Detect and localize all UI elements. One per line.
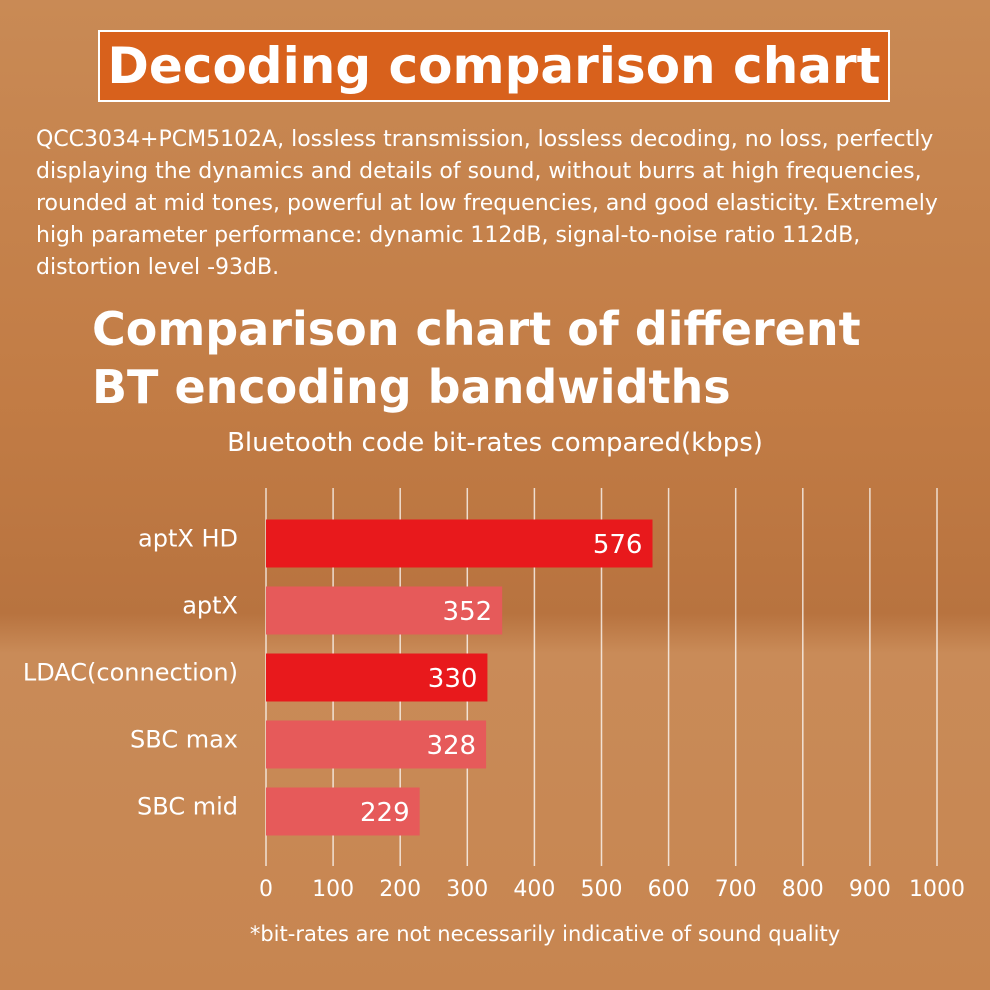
banner-title: Decoding comparison chart	[98, 30, 890, 102]
chart-subtitle: Bluetooth code bit-rates compared(kbps)	[227, 428, 763, 458]
description: QCC3034+PCM5102A, lossless transmission,…	[36, 127, 938, 280]
y-tick-label: aptX HD	[138, 525, 238, 553]
x-tick-label: 200	[379, 877, 421, 902]
y-tick-label: LDAC(connection)	[23, 659, 238, 687]
y-tick-label: aptX	[182, 592, 238, 620]
bar	[266, 720, 487, 769]
y-tick-label: SBC max	[130, 726, 238, 754]
chart-title: Comparison chart of different BT encodin…	[92, 302, 861, 414]
y-tick-label: SBC mid	[137, 793, 238, 821]
x-tick-label: 800	[782, 877, 824, 902]
x-tick-label: 300	[446, 877, 488, 902]
bar	[266, 787, 420, 836]
x-tick-label: 100	[312, 877, 354, 902]
value-label: 330	[428, 664, 478, 694]
x-tick-label: 400	[513, 877, 555, 902]
value-label: 328	[426, 731, 476, 761]
x-tick-label: 0	[259, 877, 273, 902]
value-label: 576	[593, 530, 643, 560]
bar	[266, 586, 503, 635]
value-label: 229	[360, 798, 410, 828]
x-tick-label: 1000	[909, 877, 965, 902]
x-tick-label: 900	[849, 877, 891, 902]
bar	[266, 653, 488, 702]
x-tick-label: 500	[581, 877, 623, 902]
value-label: 352	[443, 597, 493, 627]
x-tick-label: 700	[715, 877, 757, 902]
x-tick-label: 600	[648, 877, 690, 902]
footnote: *bit-rates are not necessarily indicativ…	[249, 922, 841, 946]
bar	[266, 519, 653, 568]
